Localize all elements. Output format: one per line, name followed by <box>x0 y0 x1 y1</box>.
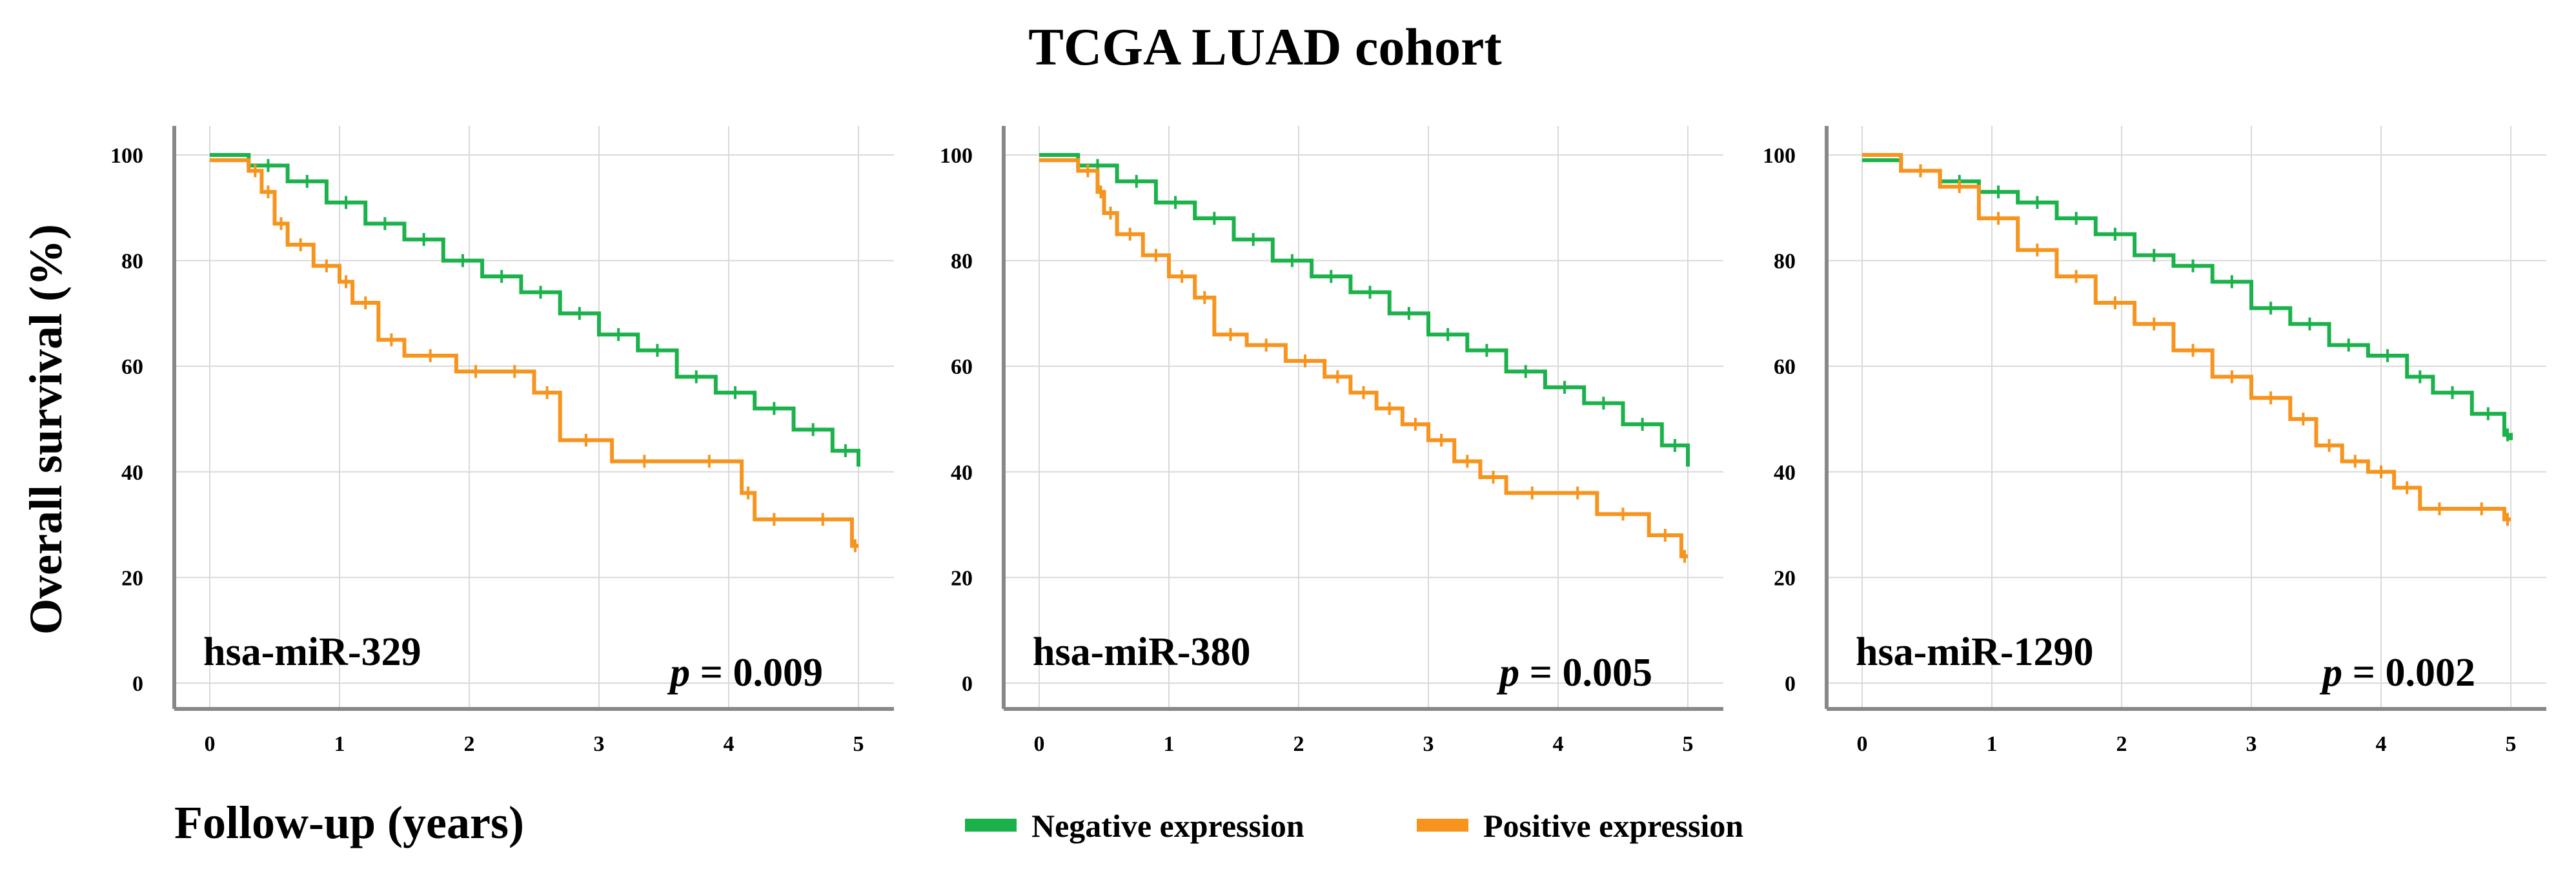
p-value-label: p = 0.009 <box>667 651 823 695</box>
x-tick-label: 1 <box>334 732 345 756</box>
x-tick-label: 4 <box>1553 732 1564 756</box>
y-tick-label: 40 <box>121 461 143 485</box>
y-tick-label: 80 <box>951 250 973 274</box>
y-tick-label: 40 <box>1774 461 1796 485</box>
y-tick-label: 60 <box>951 355 973 379</box>
y-tick-label: 20 <box>1774 566 1796 590</box>
panel-2: 0 20 40 60 80 100 0 1 2 3 4 5 hsa-miR-380 p = 0.005 <box>940 126 1723 756</box>
x-tick-label: 0 <box>1034 732 1045 756</box>
x-tick-label: 5 <box>1683 732 1694 756</box>
y-tick-label: 0 <box>1785 672 1796 696</box>
figure-title: TCGA LUAD cohort <box>1028 17 1501 76</box>
y-tick-label: 100 <box>940 144 973 168</box>
x-tick-label: 3 <box>594 732 605 756</box>
x-axis-label: Follow-up (years) <box>174 797 524 848</box>
gene-label: hsa-miR-329 <box>203 630 421 674</box>
survival-curve-positive <box>1039 158 1688 558</box>
survival-curve-negative <box>1039 153 1690 467</box>
legend-label-negative: Negative expression <box>1031 808 1304 844</box>
x-tick-label: 2 <box>2116 732 2127 756</box>
y-tick-label: 100 <box>110 144 143 168</box>
legend-swatch-negative <box>965 819 1017 832</box>
x-tick-label: 4 <box>724 732 735 756</box>
p-value-label: p = 0.002 <box>2319 651 2475 695</box>
survival-curve-positive <box>1862 153 2511 522</box>
x-tick-label: 0 <box>205 732 216 756</box>
p-symbol: p <box>667 651 690 695</box>
x-tick-label: 3 <box>1423 732 1434 756</box>
x-tick-label: 4 <box>2376 732 2387 756</box>
y-axis-label: Overall survival (%) <box>20 224 72 635</box>
y-tick-label: 0 <box>132 672 143 696</box>
x-tick-label: 2 <box>1293 732 1304 756</box>
p-value-label: p = 0.005 <box>1496 651 1652 695</box>
survival-curve-negative <box>1862 158 2513 440</box>
legend: Negative expression Positive expression <box>965 808 1743 844</box>
survival-curve-negative <box>210 153 860 467</box>
y-tick-label: 80 <box>1774 250 1796 274</box>
panel-1: 0 20 40 60 80 100 0 1 2 3 4 5 hsa-miR-329 p = 0.009 <box>110 126 894 756</box>
legend-swatch-positive <box>1417 819 1468 832</box>
x-tick-label: 1 <box>1164 732 1175 756</box>
legend-label-positive: Positive expression <box>1483 808 1743 844</box>
x-tick-label: 5 <box>853 732 864 756</box>
panel-3: 0 20 40 60 80 100 0 1 2 3 4 5 hsa-miR-1290 p = 0.002 <box>1763 126 2546 756</box>
y-tick-label: 20 <box>951 566 973 590</box>
x-tick-label: 0 <box>1857 732 1868 756</box>
y-tick-label: 80 <box>121 250 143 274</box>
y-tick-label: 100 <box>1763 144 1796 168</box>
x-tick-label: 1 <box>1987 732 1998 756</box>
x-tick-label: 2 <box>464 732 475 756</box>
y-tick-label: 60 <box>1774 355 1796 379</box>
y-tick-label: 40 <box>951 461 973 485</box>
gene-label: hsa-miR-1290 <box>1856 630 2094 674</box>
p-value: = 0.002 <box>2342 651 2475 695</box>
y-tick-label: 20 <box>121 566 143 590</box>
y-tick-label: 60 <box>121 355 143 379</box>
p-value: = 0.009 <box>690 651 823 695</box>
x-tick-label: 3 <box>2246 732 2257 756</box>
y-tick-label: 0 <box>962 672 973 696</box>
p-value: = 0.005 <box>1519 651 1652 695</box>
x-tick-label: 5 <box>2506 732 2517 756</box>
survival-curve-positive <box>210 158 858 548</box>
p-symbol: p <box>2319 651 2342 695</box>
gene-label: hsa-miR-380 <box>1033 630 1251 674</box>
p-symbol: p <box>1496 651 1519 695</box>
